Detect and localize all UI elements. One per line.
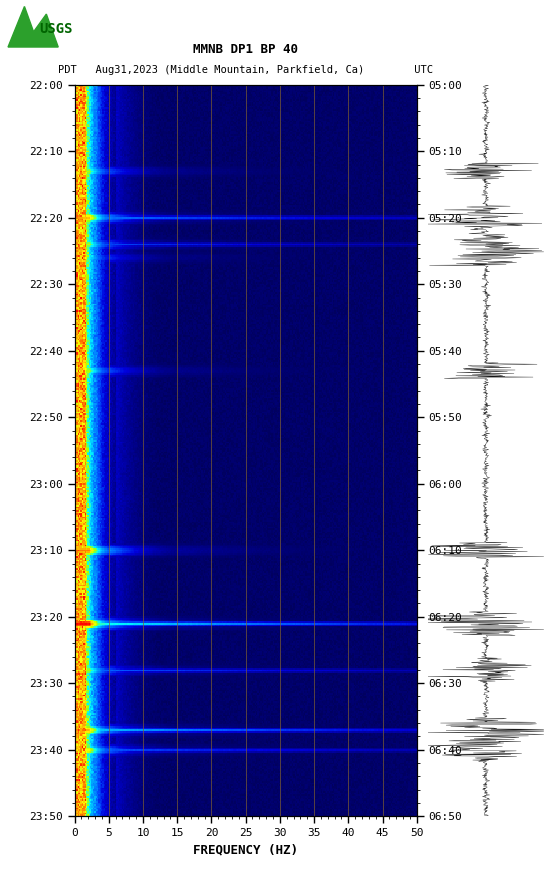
Polygon shape — [8, 6, 58, 47]
Text: USGS: USGS — [40, 22, 73, 36]
X-axis label: FREQUENCY (HZ): FREQUENCY (HZ) — [193, 844, 298, 856]
Text: MMNB DP1 BP 40: MMNB DP1 BP 40 — [193, 43, 298, 55]
Text: PDT   Aug31,2023 (Middle Mountain, Parkfield, Ca)        UTC: PDT Aug31,2023 (Middle Mountain, Parkfie… — [58, 64, 433, 75]
